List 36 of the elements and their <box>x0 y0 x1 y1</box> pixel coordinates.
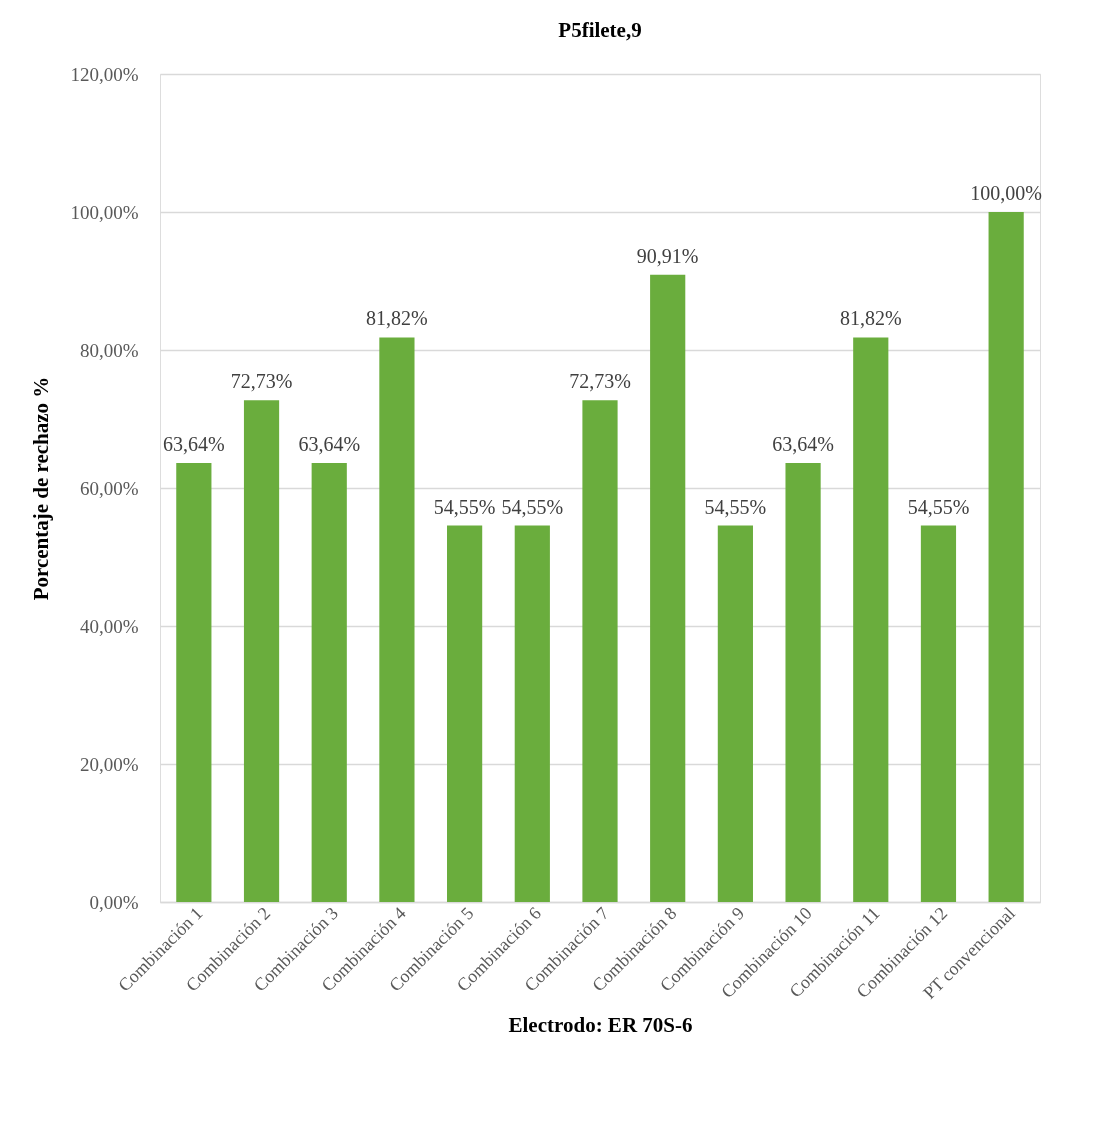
y-tick-label: 0,00% <box>89 891 139 913</box>
data-label: 54,55% <box>704 495 767 518</box>
y-axis-title: Porcentaje de rechazo % <box>29 376 54 601</box>
chart-title: P5filete,9 <box>558 18 642 42</box>
data-label: 54,55% <box>501 495 564 518</box>
y-tick-label: 60,00% <box>79 477 139 499</box>
bar <box>717 525 753 902</box>
data-label: 63,64% <box>772 432 834 455</box>
data-label: 72,73% <box>230 370 293 393</box>
data-label: 81,82% <box>839 307 902 330</box>
bar <box>311 462 347 902</box>
x-axis-title: Electrodo: ER 70S-6 <box>508 1013 693 1038</box>
bar <box>582 400 618 902</box>
data-label: 54,55% <box>907 495 970 518</box>
y-tick-label: 120,00% <box>70 63 139 85</box>
data-label: 63,64% <box>298 432 361 455</box>
y-tick-label: 20,00% <box>79 753 139 775</box>
y-tick-label: 40,00% <box>79 615 139 637</box>
data-label: 90,91% <box>636 244 699 267</box>
bar <box>447 525 483 902</box>
y-tick-label: 100,00% <box>70 201 139 223</box>
bar <box>988 212 1024 902</box>
data-label: 54,55% <box>433 495 496 518</box>
data-label: 72,73% <box>569 370 631 393</box>
bar <box>920 525 957 902</box>
bar <box>514 525 550 902</box>
data-label: 100,00% <box>970 182 1042 204</box>
data-label: 81,82% <box>366 307 428 330</box>
bar <box>379 337 415 902</box>
bar <box>853 337 889 902</box>
bar <box>243 400 280 902</box>
y-tick-label: 80,00% <box>79 339 139 361</box>
bar <box>176 462 212 902</box>
data-label: 63,64% <box>163 432 225 455</box>
bar <box>650 274 686 902</box>
bar <box>785 462 821 902</box>
